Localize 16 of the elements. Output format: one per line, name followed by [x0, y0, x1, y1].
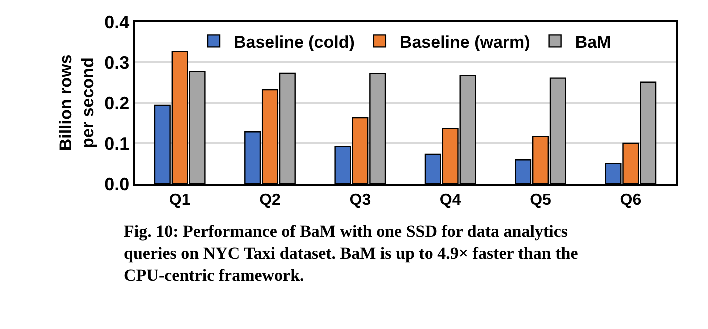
- x-tick-label: Q2: [260, 192, 282, 209]
- x-tick-label: Q6: [620, 192, 642, 209]
- y-tick-label: 0.0: [104, 174, 130, 194]
- x-tick-label: Q5: [530, 192, 552, 209]
- x-tick-label: Q4: [440, 192, 462, 209]
- caption: Fig. 10: Performance of BaM with one SSD for data analytics queries on NYC Taxi dataset. BaM is up to 4.9× faster than the CPU-centric framework.: [124, 222, 579, 286]
- y-tick-label: 0.3: [104, 52, 130, 73]
- legend-label: Baseline (cold): [234, 32, 355, 52]
- legend-label: Baseline (warm): [400, 32, 530, 52]
- x-tick-label: Q3: [350, 192, 372, 209]
- y-tick-label: 0.2: [104, 93, 130, 114]
- y-axis-title: Billion rows per second: [56, 54, 98, 152]
- legend-label: BaM: [575, 32, 612, 52]
- x-tick-label: Q1: [169, 192, 191, 209]
- y-tick-label: 0.1: [104, 134, 130, 154]
- y-tick-label: 0.4: [104, 12, 130, 32]
